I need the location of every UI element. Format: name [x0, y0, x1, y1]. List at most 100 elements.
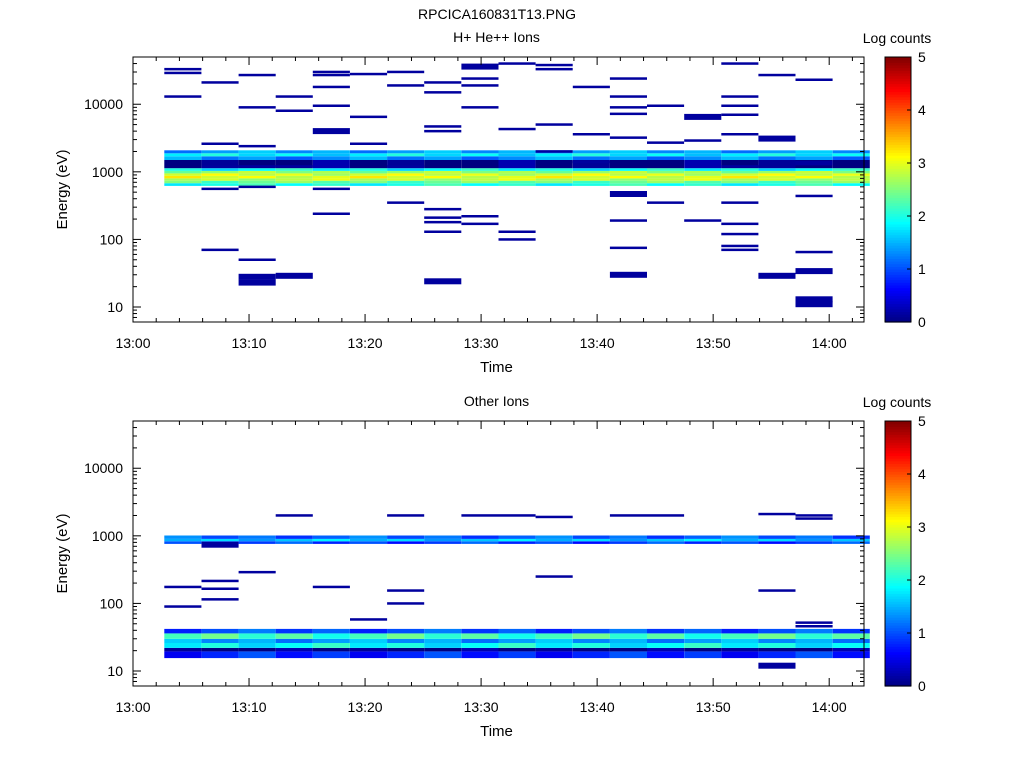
- colorbar-swatch: [885, 147, 911, 151]
- colorbar-swatch: [885, 476, 911, 480]
- colorbar-swatch: [885, 561, 911, 565]
- colorbar-swatch: [885, 670, 911, 674]
- spectrogram-cell: [164, 538, 202, 542]
- spectrogram-cell: [832, 651, 870, 659]
- y-axis-label: Energy (eV): [54, 513, 71, 593]
- colorbar-swatch: [885, 590, 911, 594]
- count-mark: [238, 73, 276, 77]
- spectrogram-cell: [647, 173, 685, 176]
- spectrogram-cell: [424, 541, 462, 544]
- spectrogram-cell: [572, 171, 610, 174]
- spectrogram-cell: [275, 178, 313, 181]
- count-mark: [758, 512, 796, 516]
- spectrogram-cell: [832, 175, 870, 179]
- colorbar-swatch: [885, 282, 911, 286]
- count-mark: [201, 142, 239, 145]
- colorbar-swatch: [885, 654, 911, 658]
- colorbar-swatch: [885, 662, 911, 666]
- count-mark: [684, 139, 722, 142]
- spectrogram-cell: [721, 168, 759, 171]
- spectrogram-cell: [832, 178, 870, 181]
- spectrogram-cell: [461, 647, 499, 652]
- count-mark: [795, 78, 833, 81]
- colorbar-swatch: [885, 181, 911, 185]
- y-tick-label: 10: [107, 299, 123, 315]
- spectrogram-cell: [535, 175, 573, 179]
- spectrogram-cell: [758, 168, 796, 171]
- spectrogram-cell: [238, 647, 276, 652]
- colorbar-swatch: [885, 553, 911, 557]
- spectrogram-cell: [275, 150, 313, 154]
- spectrogram-cell: [312, 538, 350, 542]
- spectrogram-cell: [647, 643, 685, 648]
- spectrogram-cell: [572, 538, 610, 542]
- spectrogram-cell: [201, 173, 239, 176]
- spectrogram-cell: [721, 538, 759, 542]
- count-mark: [535, 67, 573, 71]
- spectrogram-cell: [498, 168, 536, 171]
- spectrogram-cell: [238, 638, 276, 643]
- spectrogram-cell: [572, 541, 610, 544]
- spectrogram-cell: [461, 153, 499, 157]
- colorbar-swatch: [885, 62, 911, 66]
- spectrogram-cell: [572, 180, 610, 184]
- figure-title: RPCICA160831T13.PNG: [418, 6, 576, 22]
- count-mark: [609, 246, 647, 250]
- spectrogram-cell: [387, 538, 425, 542]
- count-mark: [721, 95, 759, 98]
- colorbar-swatch: [885, 88, 911, 93]
- spectrogram-cell: [498, 628, 536, 634]
- spectrogram-cell: [275, 643, 313, 648]
- spectrogram-cell: [387, 159, 425, 169]
- spectrogram-cell: [758, 651, 796, 659]
- count-mark: [572, 160, 610, 164]
- colorbar-swatch: [885, 311, 911, 315]
- colorbar-swatch: [885, 197, 911, 201]
- colorbar-swatch: [885, 131, 911, 135]
- spectrogram-cell: [758, 173, 796, 176]
- spectrogram-cell: [164, 638, 202, 643]
- spectrogram-cell: [795, 156, 833, 160]
- spectrogram-cell: [238, 153, 276, 157]
- count-mark: [238, 273, 276, 280]
- spectrogram-cell: [647, 538, 685, 542]
- count-mark: [572, 133, 610, 136]
- colorbar-label: Log counts: [863, 30, 932, 46]
- count-mark: [238, 279, 276, 286]
- spectrogram-cell: [795, 633, 833, 639]
- colorbar: 0 1 2 3 4 5 Log counts: [863, 30, 932, 330]
- spectrogram-panels: 13:00 13:10 13:20 13:30 13:40 13:50 14:00Time1…: [54, 29, 931, 740]
- spectrogram-cell: [572, 168, 610, 171]
- spectrogram-cell: [535, 173, 573, 176]
- count-mark: [609, 106, 647, 109]
- spectrogram-cell: [535, 153, 573, 157]
- colorbar-swatch: [885, 64, 911, 69]
- spectrogram-cell: [572, 175, 610, 179]
- spectrogram-cell: [387, 168, 425, 171]
- colorbar-swatch: [885, 83, 911, 87]
- plot-frame: [132, 420, 865, 687]
- spectrogram-cell: [721, 175, 759, 179]
- count-mark: [424, 91, 462, 94]
- colorbar-swatch: [885, 566, 911, 570]
- spectrogram-cell: [535, 638, 573, 643]
- colorbar-swatch: [885, 646, 911, 650]
- spectrogram-cell: [238, 173, 276, 176]
- spectrogram-cell: [832, 538, 870, 542]
- spectrogram-cell: [312, 153, 350, 157]
- spectrogram-cell: [498, 171, 536, 174]
- colorbar-swatch: [885, 163, 911, 167]
- spectrogram-cell: [201, 175, 239, 179]
- spectrogram-cell: [795, 183, 833, 186]
- spectrogram-cell: [201, 159, 239, 169]
- colorbar-swatch: [885, 170, 911, 175]
- spectrogram-cell: [312, 647, 350, 652]
- colorbar-swatch: [885, 274, 911, 278]
- count-mark: [424, 129, 462, 133]
- spectrogram-cell: [461, 643, 499, 648]
- spectrogram-cell: [164, 183, 202, 186]
- count-mark: [164, 585, 202, 589]
- colorbar-swatch: [885, 519, 911, 523]
- colorbar-swatch: [885, 444, 911, 449]
- colorbar-swatch: [885, 603, 911, 608]
